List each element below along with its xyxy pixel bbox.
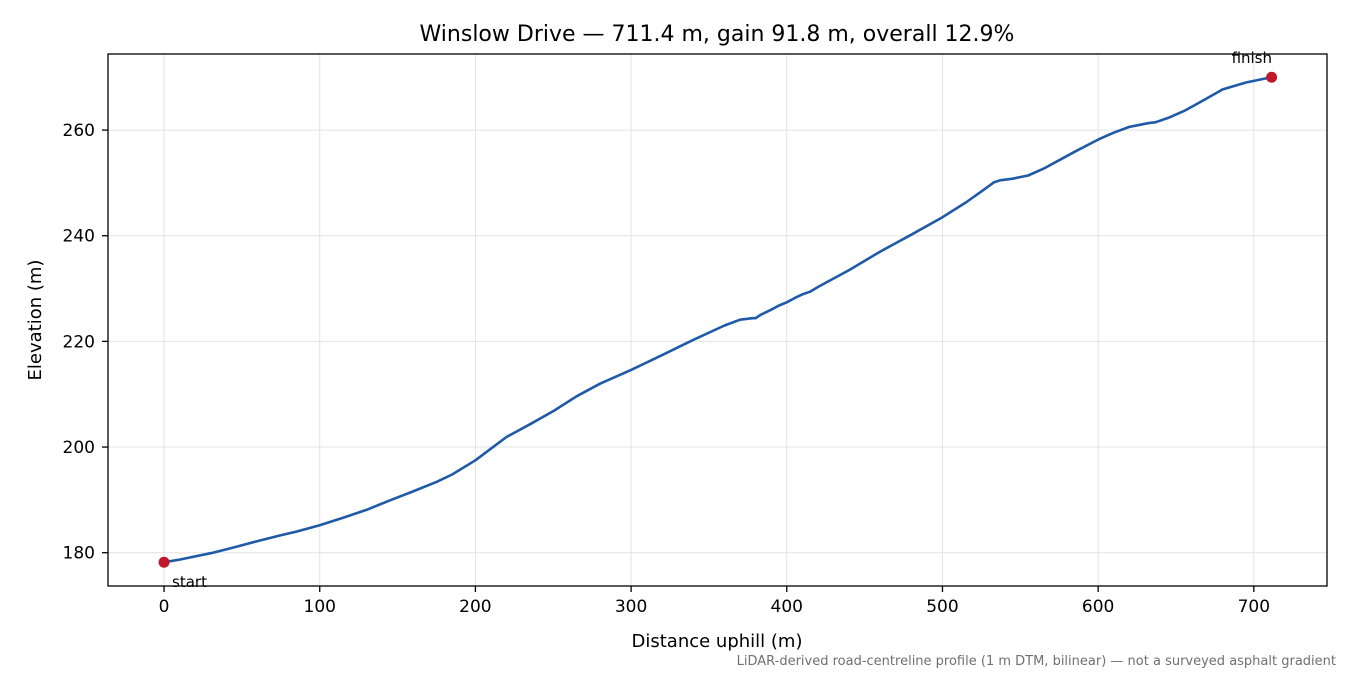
elevation-profile-line [163, 75, 1272, 564]
footnote: LiDAR-derived road-centreline profile (1… [737, 654, 1336, 669]
x-tick-label: 600 [1082, 597, 1114, 617]
chart-title: Winslow Drive — 711.4 m, gain 91.8 m, ov… [420, 22, 1015, 47]
axes-frame [107, 53, 1328, 587]
grid [108, 54, 1327, 586]
x-tick-label: 400 [771, 597, 803, 617]
x-tick-label: 700 [1238, 597, 1270, 617]
x-tick-label: 300 [615, 597, 647, 617]
start-label: start [172, 573, 207, 591]
y-axis-label: Elevation (m) [25, 260, 46, 381]
x-tick-label: 200 [459, 597, 491, 617]
x-axis-label: Distance uphill (m) [632, 631, 803, 652]
y-tick-label: 180 [63, 544, 95, 564]
start-marker [158, 556, 170, 568]
x-tick-label: 500 [926, 597, 958, 617]
y-tick-label: 240 [63, 227, 95, 247]
axis-ticks: 0 100 200 300 400 500 600 700 180 200 220 240 260 [63, 121, 1271, 617]
y-tick-label: 200 [63, 438, 95, 458]
y-tick-label: 260 [63, 121, 95, 141]
y-tick-label: 220 [63, 332, 95, 352]
finish-marker [1266, 71, 1278, 83]
x-tick-label: 100 [304, 597, 336, 617]
finish-label: finish [1232, 49, 1272, 67]
x-tick-label: 0 [159, 597, 170, 617]
